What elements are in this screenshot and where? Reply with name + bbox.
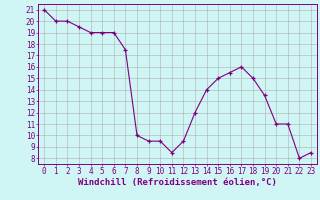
X-axis label: Windchill (Refroidissement éolien,°C): Windchill (Refroidissement éolien,°C) [78, 178, 277, 187]
